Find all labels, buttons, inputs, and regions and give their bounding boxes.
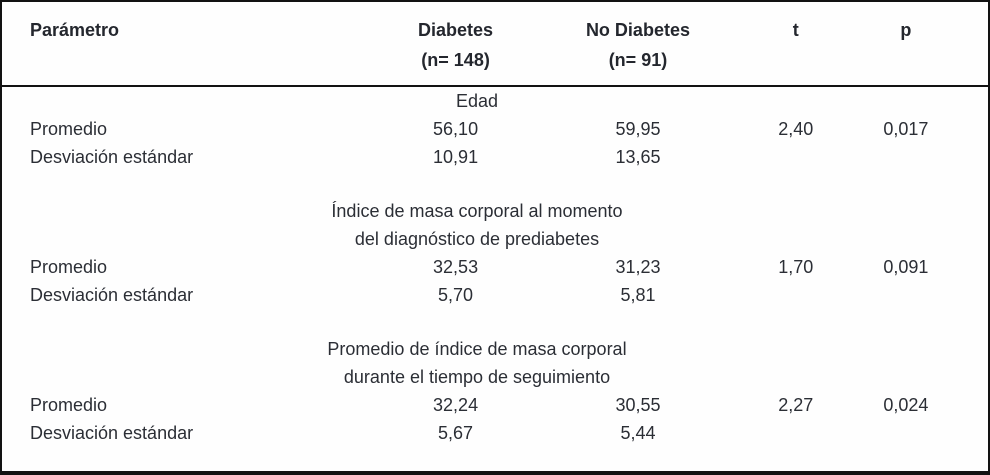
section-title-imc-diagnostico: Índice de masa corporal al momento del d… [2, 197, 988, 253]
table-row-imc-seguimiento-promedio: Promedio 32,24 30,55 2,27 0,024 [2, 391, 988, 419]
cell-parametro: Promedio [30, 395, 108, 415]
cell-t [732, 281, 860, 309]
cell-parametro: Desviación estándar [30, 423, 194, 443]
cell-diabetes: 32,24 [433, 395, 479, 415]
cell-parametro: Promedio [30, 119, 108, 139]
column-header-t: t [731, 2, 860, 87]
cell-p: 0,017 [883, 119, 929, 139]
cell-p [860, 143, 988, 171]
table-row-imc-diagnostico-promedio: Promedio 32,53 31,23 1,70 0,091 [2, 253, 988, 281]
section-title-row-imc-seguimiento: Promedio de índice de masa corporal dura… [2, 335, 988, 391]
column-sublabel-no-diabetes-n: (n= 91) [608, 50, 668, 70]
section-title-line: Edad [455, 91, 499, 111]
spacer-row [2, 171, 988, 197]
section-title-line: durante el tiempo de seguimiento [343, 367, 611, 387]
cell-no-diabetes: 5,44 [620, 423, 656, 443]
table-row-imc-seguimiento-desviacion: Desviación estándar 5,67 5,44 [2, 419, 988, 447]
column-label-p: p [900, 20, 912, 40]
empty-cell [2, 309, 988, 335]
section-title-line: Índice de masa corporal al momento [331, 201, 623, 221]
column-header-diabetes: Diabetes (n= 148) [366, 2, 545, 87]
cell-t [732, 419, 860, 447]
cell-t [732, 143, 860, 171]
column-label-no-diabetes: No Diabetes [585, 20, 690, 40]
section-title-edad: Edad [2, 86, 988, 115]
cell-no-diabetes: 31,23 [615, 257, 661, 277]
column-header-no-diabetes: No Diabetes (n= 91) [544, 2, 732, 87]
cell-p [860, 419, 988, 447]
cell-no-diabetes: 59,95 [615, 119, 661, 139]
section-title-row-imc-diagnostico: Índice de masa corporal al momento del d… [2, 197, 988, 253]
column-label-diabetes: Diabetes [418, 20, 494, 40]
cell-p: 0,091 [883, 257, 929, 277]
cell-p [860, 281, 988, 309]
cell-diabetes: 10,91 [433, 147, 479, 167]
table-row-imc-diagnostico-desviacion: Desviación estándar 5,70 5,81 [2, 281, 988, 309]
parameters-comparison-table: Parámetro Diabetes (n= 148) No Diabetes … [2, 2, 988, 447]
cell-p: 0,024 [883, 395, 929, 415]
section-title-imc-seguimiento: Promedio de índice de masa corporal dura… [2, 335, 988, 391]
cell-no-diabetes: 5,81 [620, 285, 656, 305]
cell-no-diabetes: 30,55 [615, 395, 661, 415]
table-row-edad-promedio: Promedio 56,10 59,95 2,40 0,017 [2, 115, 988, 143]
cell-no-diabetes: 13,65 [615, 147, 661, 167]
column-header-p: p [859, 2, 988, 87]
cell-diabetes: 5,67 [438, 423, 474, 443]
spacer-row [2, 309, 988, 335]
cell-parametro: Desviación estándar [30, 285, 194, 305]
column-label-parametro: Parámetro [30, 20, 120, 40]
cell-t: 2,40 [778, 119, 814, 139]
cell-parametro: Desviación estándar [30, 147, 194, 167]
column-label-t: t [792, 20, 799, 40]
cell-diabetes: 5,70 [438, 285, 474, 305]
column-header-parametro: Parámetro [2, 2, 367, 87]
cell-parametro: Promedio [30, 257, 108, 277]
cell-diabetes: 56,10 [433, 119, 479, 139]
section-title-line: del diagnóstico de prediabetes [354, 229, 600, 249]
cell-diabetes: 32,53 [433, 257, 479, 277]
header-row: Parámetro Diabetes (n= 148) No Diabetes … [2, 2, 988, 87]
cell-t: 2,27 [778, 395, 814, 415]
table-row-edad-desviacion: Desviación estándar 10,91 13,65 [2, 143, 988, 171]
section-title-row-edad: Edad [2, 86, 988, 115]
column-sublabel-diabetes-n: (n= 148) [421, 50, 490, 70]
cell-t: 1,70 [778, 257, 814, 277]
section-title-line: Promedio de índice de masa corporal [327, 339, 627, 359]
empty-cell [2, 171, 988, 197]
